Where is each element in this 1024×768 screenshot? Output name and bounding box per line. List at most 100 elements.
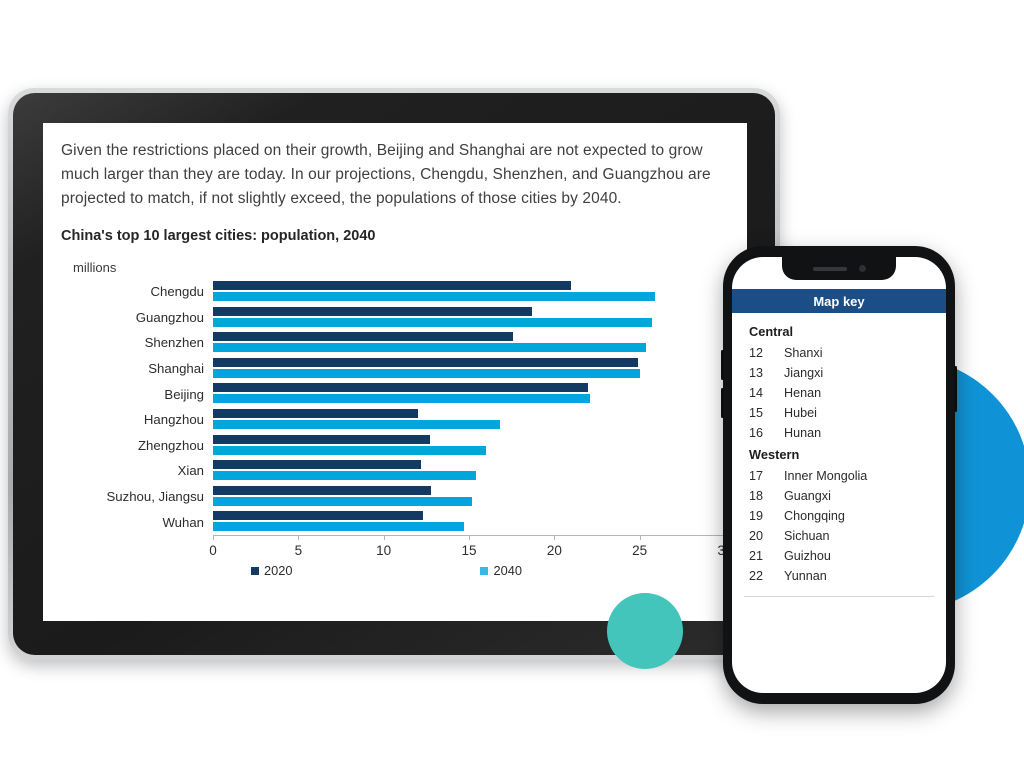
map-key-row[interactable]: 14 Henan (732, 383, 946, 403)
category-label: Shenzhen (144, 335, 204, 351)
category-label: Beijing (164, 386, 204, 402)
map-key-row[interactable]: 21 Guizhou (732, 546, 946, 566)
x-axis-tick-label: 5 (294, 543, 303, 558)
x-axis-tick-label: 10 (376, 543, 392, 558)
x-axis-tick (639, 535, 641, 540)
bar-2040 (213, 445, 487, 455)
map-key-row[interactable]: 18 Guangxi (732, 486, 946, 506)
map-key-row[interactable]: 12 Shanxi (732, 343, 946, 363)
bar-2040 (213, 317, 652, 327)
front-camera-icon (858, 265, 866, 272)
bar-row: Shanghai (61, 356, 725, 382)
map-key-number: 15 (749, 406, 764, 420)
map-key-number: 19 (749, 509, 764, 523)
map-key-section-heading: Central (749, 324, 794, 339)
map-key-row[interactable]: 17 Inner Mongolia (732, 466, 946, 486)
map-key-name: Sichuan (784, 529, 830, 543)
bar-cell (213, 458, 725, 484)
tablet-screen: Given the restrictions placed on their g… (43, 123, 747, 621)
x-axis-tick (554, 535, 556, 540)
map-key-number: 18 (749, 489, 764, 503)
power-button[interactable] (954, 366, 957, 412)
map-key-name: Shanxi (784, 346, 823, 360)
bar-cell (213, 407, 725, 433)
bar-2020 (213, 408, 418, 418)
x-axis-tick-label: 25 (632, 543, 648, 558)
bar-cell (213, 381, 725, 407)
map-key-name: Inner Mongolia (784, 469, 868, 483)
bar-cell (213, 484, 725, 510)
bar-2020 (213, 281, 572, 290)
phone-screen: Map key Central 12 Shanxi 13 Jiangxi 14 Henan 1… (732, 257, 946, 693)
legend-item-2020[interactable]: 2020 (251, 563, 292, 578)
map-key-row[interactable]: 13 Jiangxi (732, 363, 946, 383)
bar-row: Suzhou, Jiangsu (61, 484, 725, 510)
map-key-number: 16 (749, 426, 764, 440)
bar-row: Chengdu (61, 279, 725, 305)
bar-2040 (213, 343, 647, 353)
map-key-name: Yunnan (784, 569, 827, 583)
legend-swatch-icon (251, 566, 259, 575)
bar-2040 (213, 368, 640, 378)
bar-2020 (213, 485, 432, 495)
x-axis-tick (469, 535, 470, 540)
map-key-row[interactable]: 20 Sichuan (732, 526, 946, 546)
map-key-name: Hunan (784, 426, 822, 440)
legend-swatch-icon (480, 566, 489, 575)
bar-2040 (213, 419, 500, 429)
map-key-name: Jiangxi (784, 366, 824, 380)
map-key-name: Guizhou (784, 549, 831, 563)
bar-row: Wuhan (61, 509, 725, 535)
category-label: Shanghai (148, 361, 204, 377)
bar-row: Shenzhen (61, 330, 725, 356)
x-axis-tick-label: 20 (546, 543, 562, 558)
chart-rows: Chengdu Guangzhou Shenzhen Shanghai Beijing H… (61, 279, 725, 535)
map-key-row[interactable]: 16 Hunan (732, 423, 946, 443)
category-label: Suzhou, Jiangsu (106, 489, 204, 505)
x-axis-tick (213, 535, 214, 540)
bar-row: Guangzhou (61, 305, 725, 331)
map-key-number: 14 (749, 386, 764, 400)
map-key-body: Central 12 Shanxi 13 Jiangxi 14 Henan 15 Hubei 16… (732, 313, 946, 586)
document-content: Given the restrictions placed on their g… (43, 123, 747, 579)
bar-2040 (213, 522, 464, 532)
category-label: Guangzhou (135, 309, 204, 325)
x-axis: 051015202530 (209, 535, 733, 558)
legend-item-2040[interactable]: 2040 (480, 563, 522, 578)
bar-2020 (213, 357, 638, 367)
map-key-row[interactable]: 19 Chongqing (732, 506, 946, 526)
bar-cell (213, 433, 725, 459)
map-key-number: 13 (749, 366, 764, 380)
bar-cell (213, 279, 725, 305)
bar-2040 (213, 394, 591, 404)
map-key-row[interactable]: 15 Hubei (732, 403, 946, 423)
decorative-circle-small (607, 593, 683, 669)
volume-up-button[interactable] (721, 350, 724, 380)
legend-label: 2020 (264, 563, 293, 578)
tablet-device: Given the restrictions placed on their g… (8, 88, 780, 660)
map-key-number: 21 (749, 549, 764, 563)
bar-2020 (213, 460, 422, 470)
map-key-header: Map key (732, 289, 946, 313)
category-label: Xian (177, 463, 204, 479)
chart-units-label: millions (73, 260, 117, 275)
chart-title: China's top 10 largest cities: populatio… (61, 228, 376, 244)
chart-legend: 2020 2040 (213, 563, 725, 578)
x-axis-tick-label: 15 (461, 543, 477, 558)
map-key-divider (744, 596, 934, 597)
bar-cell (213, 330, 725, 356)
volume-down-button[interactable] (721, 388, 724, 418)
map-key-row[interactable]: 22 Yunnan (732, 566, 946, 586)
bar-2040 (213, 496, 473, 506)
phone-notch (782, 257, 896, 280)
map-key-number: 20 (749, 529, 764, 543)
bar-2020 (213, 383, 589, 393)
x-axis-tick (383, 535, 385, 540)
map-key-name: Chongqing (784, 509, 845, 523)
bar-row: Zhengzhou (61, 433, 725, 459)
category-label: Chengdu (150, 284, 204, 300)
bar-row: Hangzhou (61, 407, 725, 433)
bar-2020 (213, 332, 514, 342)
map-key-number: 12 (749, 346, 764, 360)
